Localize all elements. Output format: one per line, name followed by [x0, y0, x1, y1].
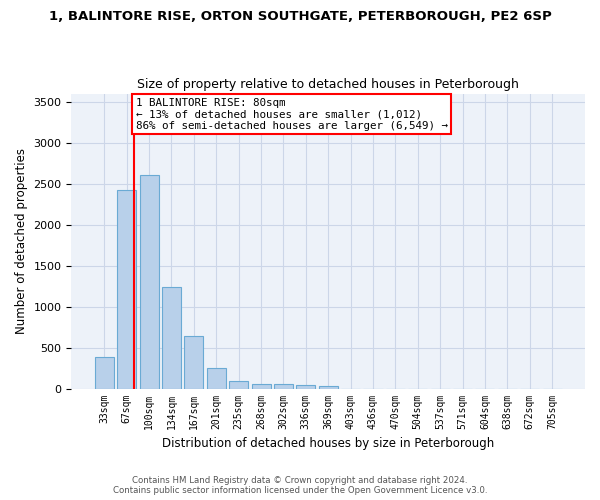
Bar — [296, 385, 316, 388]
Text: 1, BALINTORE RISE, ORTON SOUTHGATE, PETERBOROUGH, PE2 6SP: 1, BALINTORE RISE, ORTON SOUTHGATE, PETE… — [49, 10, 551, 23]
Bar — [117, 190, 136, 388]
Bar — [162, 287, 181, 388]
Bar — [229, 381, 248, 388]
Bar — [251, 384, 271, 388]
Bar — [274, 384, 293, 388]
Text: 1 BALINTORE RISE: 80sqm
← 13% of detached houses are smaller (1,012)
86% of semi: 1 BALINTORE RISE: 80sqm ← 13% of detache… — [136, 98, 448, 131]
X-axis label: Distribution of detached houses by size in Peterborough: Distribution of detached houses by size … — [162, 437, 494, 450]
Bar — [95, 356, 114, 388]
Y-axis label: Number of detached properties: Number of detached properties — [15, 148, 28, 334]
Bar — [184, 336, 203, 388]
Text: Contains HM Land Registry data © Crown copyright and database right 2024.
Contai: Contains HM Land Registry data © Crown c… — [113, 476, 487, 495]
Title: Size of property relative to detached houses in Peterborough: Size of property relative to detached ho… — [137, 78, 519, 91]
Bar — [319, 386, 338, 388]
Bar — [140, 176, 158, 388]
Bar — [207, 368, 226, 388]
